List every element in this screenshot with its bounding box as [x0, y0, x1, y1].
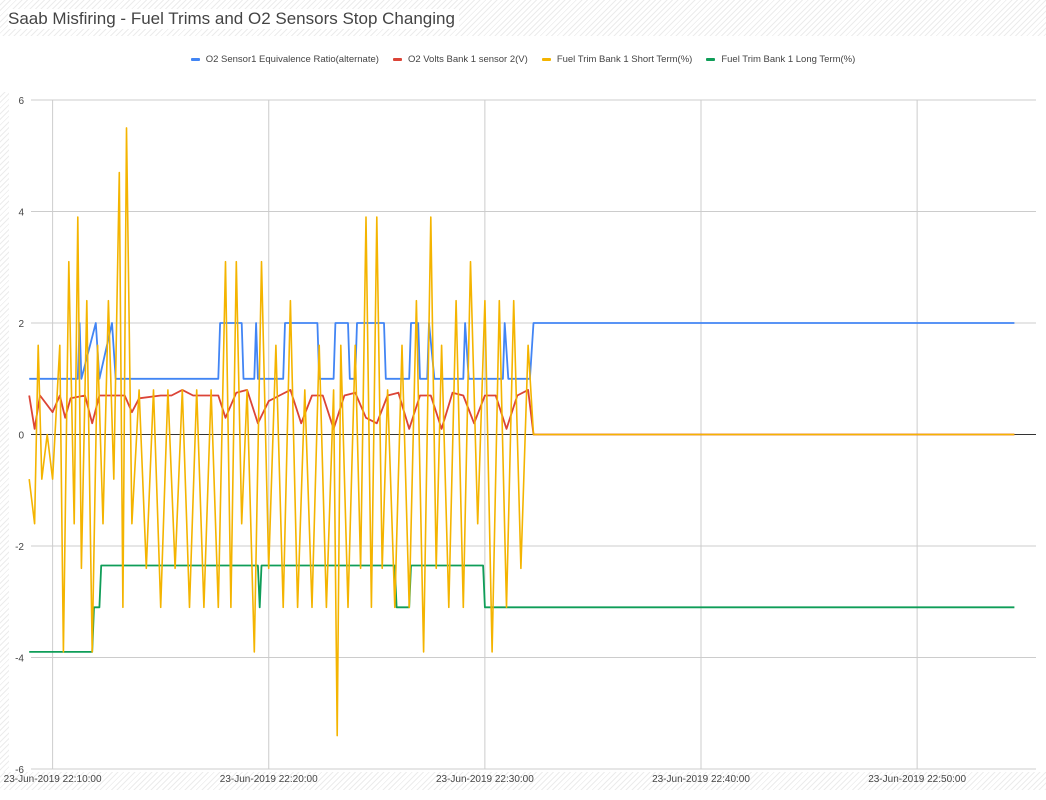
x-tick-label: 23-Jun-2019 22:10:00	[4, 774, 102, 785]
legend-item-o2-volts[interactable]: O2 Volts Bank 1 sensor 2(V)	[392, 54, 528, 65]
legend-label: O2 Volts Bank 1 sensor 2(V)	[407, 54, 528, 65]
axis-labels: 6 4 2 0 -2 -4 -623-Jun-2019 22:10:00 23-Jun-201…	[4, 96, 967, 785]
y-tick-label: -2	[15, 542, 24, 553]
x-tick-label: 23-Jun-2019 22:30:00	[436, 774, 534, 785]
series-lines	[28, 127, 1015, 737]
legend-swatch-red	[392, 58, 402, 61]
legend-swatch-blue	[190, 58, 200, 61]
series-line-long-term-trim[interactable]	[29, 564, 1015, 653]
chart-legend: O2 Sensor1 Equivalence Ratio(alternate) …	[0, 54, 1046, 65]
chart-title: Saab Misfiring - Fuel Trims and O2 Senso…	[8, 9, 459, 29]
legend-item-o2-equivalence[interactable]: O2 Sensor1 Equivalence Ratio(alternate)	[190, 54, 379, 65]
series-line-short-term-trim[interactable]	[28, 127, 1015, 737]
y-tick-label: -4	[15, 654, 24, 665]
legend-item-short-term-trim[interactable]: Fuel Trim Bank 1 Short Term(%)	[541, 54, 693, 65]
y-tick-label: 6	[18, 96, 24, 107]
y-tick-label: 0	[18, 431, 24, 442]
x-tick-label: 23-Jun-2019 22:20:00	[220, 774, 318, 785]
series-line-o2-equivalence[interactable]	[29, 322, 1015, 380]
bottom-hatch	[0, 772, 1046, 790]
x-tick-label: 23-Jun-2019 22:50:00	[868, 774, 966, 785]
series-line-o2-volts[interactable]	[28, 388, 1015, 436]
legend-label: O2 Sensor1 Equivalence Ratio(alternate)	[205, 54, 379, 65]
y-tick-label: 2	[18, 319, 24, 330]
y-tick-label: 4	[18, 208, 24, 219]
legend-label: Fuel Trim Bank 1 Short Term(%)	[556, 54, 693, 65]
legend-swatch-green	[706, 58, 716, 61]
legend-label: Fuel Trim Bank 1 Long Term(%)	[721, 54, 856, 65]
line-chart[interactable]: 6 4 2 0 -2 -4 -623-Jun-2019 22:10:00 23-Jun-201…	[0, 90, 1046, 800]
x-tick-label: 23-Jun-2019 22:40:00	[652, 774, 750, 785]
legend-swatch-orange	[541, 58, 551, 61]
legend-item-long-term-trim[interactable]: Fuel Trim Bank 1 Long Term(%)	[706, 54, 855, 65]
y-tick-label: -6	[15, 765, 24, 776]
left-hatch	[0, 92, 9, 772]
